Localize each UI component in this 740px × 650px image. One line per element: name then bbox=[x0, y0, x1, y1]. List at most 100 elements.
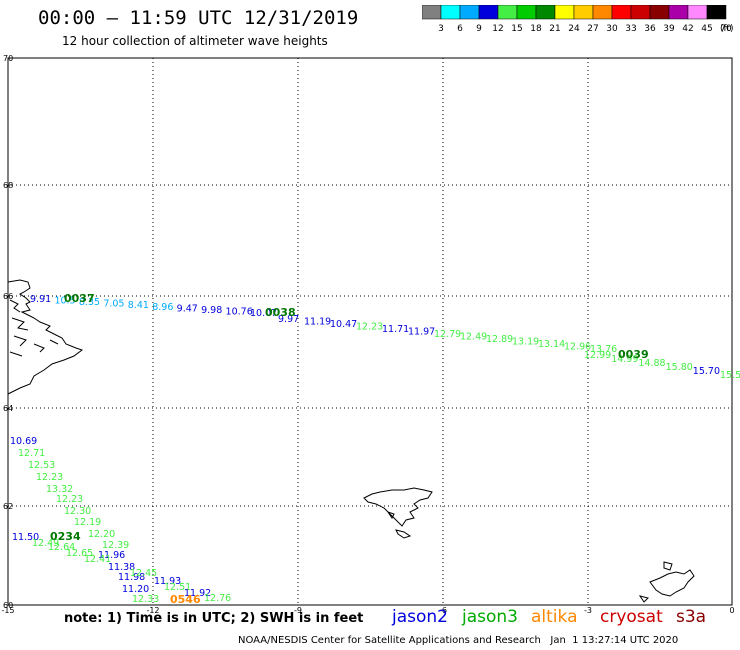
legend-label: 39 bbox=[663, 24, 675, 34]
legend-label: 18 bbox=[530, 24, 542, 34]
swh-value: 12.99 bbox=[584, 350, 611, 361]
swh-value: 12.76 bbox=[204, 593, 231, 604]
legend-label: 21 bbox=[549, 24, 560, 34]
legend-label: 33 bbox=[625, 24, 636, 34]
legend-label: 9 bbox=[476, 24, 482, 34]
swh-value: 11.71 bbox=[382, 324, 409, 335]
legend-label: 6 bbox=[457, 24, 463, 34]
satellite-altika: altika bbox=[531, 607, 578, 627]
swh-value: 9.98 bbox=[201, 305, 222, 316]
satellite-s3a: s3a bbox=[676, 607, 707, 627]
swh-value: 11.19 bbox=[304, 317, 331, 328]
swh-value: 12.23 bbox=[56, 494, 83, 505]
y-tick-label: 62 bbox=[3, 502, 13, 511]
swh-value: 13.32 bbox=[46, 484, 73, 495]
y-tick-label: 66 bbox=[3, 292, 13, 301]
swh-value: 12.23 bbox=[356, 322, 383, 333]
swh-value: 12.30 bbox=[64, 506, 91, 517]
legend-label: 70 bbox=[720, 24, 732, 34]
y-tick-label: 64 bbox=[3, 404, 13, 413]
legend-label: 27 bbox=[587, 24, 598, 34]
swh-value: 15.55 bbox=[720, 370, 740, 381]
satellite-jason3: jason3 bbox=[462, 607, 518, 627]
swh-value: 14.88 bbox=[638, 358, 665, 369]
swh-value: 13.19 bbox=[512, 337, 539, 348]
map-title: 00:00 – 11:59 UTC 12/31/2019 bbox=[38, 7, 359, 29]
swh-value: 13.76 bbox=[590, 344, 617, 355]
x-tick-label: -15 bbox=[1, 606, 14, 615]
swh-value: 12.96 bbox=[564, 342, 591, 353]
legend-label: 3 bbox=[438, 24, 444, 34]
map-subtitle: 12 hour collection of altimeter wave hei… bbox=[62, 34, 328, 48]
swh-value: 11.98 bbox=[118, 572, 145, 583]
legend-label: 15 bbox=[511, 24, 522, 34]
swh-value: 12.23 bbox=[36, 472, 63, 483]
y-tick-label: 68 bbox=[3, 181, 13, 190]
swh-value: 10.69 bbox=[10, 436, 37, 447]
pass-time-label: 0039 bbox=[618, 348, 649, 361]
footnote: note: 1) Time is in UTC; 2) SWH is in fe… bbox=[64, 611, 364, 626]
legend-unit: (ft) bbox=[720, 24, 734, 34]
greenland-coast bbox=[7, 279, 84, 395]
satellite-jason2: jason2 bbox=[392, 607, 448, 627]
swh-value: 10.5 bbox=[54, 296, 75, 307]
swh-value: 12.71 bbox=[18, 448, 45, 459]
swh-value: 11.93 bbox=[154, 576, 181, 587]
swh-value: 12.53 bbox=[28, 460, 55, 471]
swh-value: 8.35 bbox=[79, 297, 100, 308]
legend-label: 30 bbox=[606, 24, 618, 34]
swh-value: 12.49 bbox=[32, 538, 59, 549]
legend-label: 24 bbox=[568, 24, 580, 34]
swh-value: 9.97 bbox=[278, 314, 299, 325]
swh-value: 10.47 bbox=[330, 319, 357, 330]
swh-value: 8.96 bbox=[152, 302, 173, 313]
swh-value: 11.50 bbox=[12, 532, 39, 543]
swh-value: 13.14 bbox=[538, 339, 565, 350]
swh-value: 10.76 bbox=[226, 306, 253, 317]
shetland-islands bbox=[638, 561, 695, 603]
swh-value: 7.05 bbox=[103, 299, 124, 310]
swh-value: 12.64 bbox=[48, 542, 75, 553]
legend-label: 45 bbox=[701, 24, 712, 34]
lat-lon-grid bbox=[8, 58, 732, 605]
swh-value: 11.92 bbox=[184, 588, 211, 599]
swh-value: 12.79 bbox=[434, 329, 461, 340]
greenland-coast-inlets bbox=[9, 299, 59, 357]
footer-credit: NOAA/NESDIS Center for Satellite Applica… bbox=[238, 635, 678, 646]
swh-value: 12.65 bbox=[66, 548, 93, 559]
swh-value: 8.41 bbox=[128, 300, 149, 311]
satellite-cryosat: cryosat bbox=[600, 607, 663, 627]
swh-value: 11.97 bbox=[408, 327, 435, 338]
legend-label: 12 bbox=[492, 24, 503, 34]
swh-value: 12.89 bbox=[486, 334, 513, 345]
swh-value: 11.96 bbox=[98, 550, 125, 561]
coastlines bbox=[7, 279, 695, 603]
y-tick-label: 70 bbox=[3, 54, 13, 63]
pass-time-label: 0037 bbox=[64, 292, 95, 305]
pass-time-label: 0038 bbox=[265, 306, 296, 319]
swh-value: 12.51 bbox=[164, 582, 191, 593]
footer-timestamp: Jan 1 13:27:14 UTC 2020 bbox=[550, 635, 679, 646]
swh-value: 12.39 bbox=[102, 540, 129, 551]
x-tick-label: 0 bbox=[729, 606, 734, 615]
pass-time-label: 0234 bbox=[50, 530, 81, 543]
footer-agency: NOAA/NESDIS Center for Satellite Applica… bbox=[238, 635, 541, 646]
swh-value: 15.80 bbox=[666, 362, 693, 373]
map-frame bbox=[7, 57, 733, 606]
swh-value: 14.99 bbox=[611, 354, 638, 365]
faroe-islands bbox=[363, 487, 433, 539]
altimeter-tracks: 9.91 10.5 8.35 7.05 8.41 8.96 9.47 9.98 10.7610.… bbox=[10, 292, 740, 606]
x-tick-label: -9 bbox=[294, 606, 302, 615]
swh-value: 9.47 bbox=[177, 303, 198, 314]
swh-value: 12.19 bbox=[74, 517, 101, 528]
swh-value: 12.20 bbox=[88, 529, 115, 540]
legend-label: 36 bbox=[644, 24, 656, 34]
color-legend: 3 6 9 12 15 18 21 24 27 30 33 36 39 42 45 70(ft) bbox=[422, 5, 734, 34]
x-tick-label: -6 bbox=[439, 606, 447, 615]
swh-value: 11.20 bbox=[122, 584, 149, 595]
x-tick-label: -12 bbox=[146, 606, 159, 615]
pass-time-label: 0546 bbox=[170, 593, 201, 606]
swh-value: 10.07 bbox=[250, 308, 277, 319]
y-tick-label: 60 bbox=[3, 601, 13, 610]
